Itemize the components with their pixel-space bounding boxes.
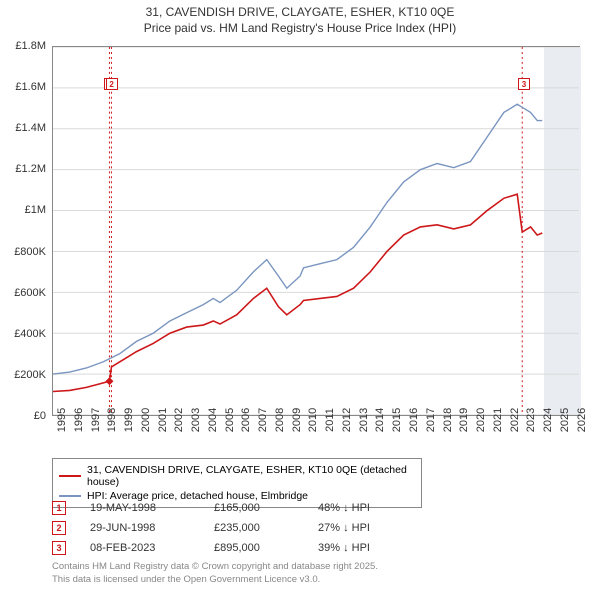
x-tick-label: 2014 — [374, 408, 386, 432]
x-tick-label: 1996 — [73, 408, 85, 432]
transaction-date: 19-MAY-1998 — [90, 502, 190, 514]
transaction-row: 2 29-JUN-1998 £235,000 27% ↓ HPI — [52, 518, 580, 538]
legend-row-1: 31, CAVENDISH DRIVE, CLAYGATE, ESHER, KT… — [59, 463, 415, 489]
x-tick-label: 2026 — [576, 408, 588, 432]
x-tick-label: 1995 — [56, 408, 68, 432]
transaction-table: 1 19-MAY-1998 £165,000 48% ↓ HPI 2 29-JUN-199… — [52, 498, 580, 558]
transaction-date: 08-FEB-2023 — [90, 542, 190, 554]
x-tick-label: 2008 — [274, 408, 286, 432]
x-tick-label: 1998 — [106, 408, 118, 432]
transaction-delta: 39% ↓ HPI — [318, 542, 418, 554]
legend-swatch-2 — [59, 495, 81, 497]
y-tick-label: £800K — [14, 246, 46, 258]
y-tick-label: £1.8M — [15, 40, 46, 52]
x-axis: 1995199619971998199920002001200220032004… — [52, 420, 580, 460]
x-tick-label: 2011 — [324, 408, 336, 432]
x-tick-label: 2004 — [207, 408, 219, 432]
transaction-marker-icon: 3 — [52, 541, 66, 555]
transaction-price: £895,000 — [214, 542, 294, 554]
y-tick-label: £0 — [34, 410, 46, 422]
legend-label-1: 31, CAVENDISH DRIVE, CLAYGATE, ESHER, KT… — [87, 464, 415, 488]
y-tick-label: £1.4M — [15, 122, 46, 134]
x-tick-label: 2023 — [525, 408, 537, 432]
x-tick-label: 2019 — [458, 408, 470, 432]
transaction-marker-icon: 1 — [52, 501, 66, 515]
transaction-delta: 27% ↓ HPI — [318, 522, 418, 534]
title-block: 31, CAVENDISH DRIVE, CLAYGATE, ESHER, KT… — [0, 0, 600, 36]
x-tick-label: 2003 — [190, 408, 202, 432]
x-tick-label: 2013 — [358, 408, 370, 432]
y-tick-label: £600K — [14, 287, 46, 299]
y-tick-label: £400K — [14, 328, 46, 340]
x-tick-label: 2025 — [559, 408, 571, 432]
transaction-price: £165,000 — [214, 502, 294, 514]
transaction-price: £235,000 — [214, 522, 294, 534]
x-tick-label: 2020 — [475, 408, 487, 432]
plot-svg — [53, 47, 579, 415]
x-tick-label: 2000 — [140, 408, 152, 432]
x-tick-label: 2009 — [291, 408, 303, 432]
x-tick-label: 2012 — [341, 408, 353, 432]
y-tick-label: £1.6M — [15, 81, 46, 93]
transaction-marker: 2 — [106, 78, 118, 90]
y-tick-label: £1.2M — [15, 163, 46, 175]
attribution-line-2: This data is licensed under the Open Gov… — [52, 574, 378, 586]
legend-swatch-1 — [59, 475, 81, 477]
x-tick-label: 2022 — [509, 408, 521, 432]
x-tick-label: 2018 — [442, 408, 454, 432]
y-tick-label: £200K — [14, 369, 46, 381]
transaction-marker-icon: 2 — [52, 521, 66, 535]
y-tick-label: £1M — [25, 204, 46, 216]
transaction-date: 29-JUN-1998 — [90, 522, 190, 534]
y-axis: £0£200K£400K£600K£800K£1M£1.2M£1.4M£1.6M… — [0, 46, 50, 416]
transaction-marker: 3 — [518, 78, 530, 90]
x-tick-label: 2002 — [173, 408, 185, 432]
transaction-delta: 48% ↓ HPI — [318, 502, 418, 514]
title-line-2: Price paid vs. HM Land Registry's House … — [0, 20, 600, 36]
transaction-row: 1 19-MAY-1998 £165,000 48% ↓ HPI — [52, 498, 580, 518]
x-tick-label: 2007 — [257, 408, 269, 432]
x-tick-label: 2015 — [391, 408, 403, 432]
x-tick-label: 1999 — [123, 408, 135, 432]
title-line-1: 31, CAVENDISH DRIVE, CLAYGATE, ESHER, KT… — [0, 4, 600, 20]
attribution: Contains HM Land Registry data © Crown c… — [52, 561, 378, 586]
x-tick-label: 2006 — [240, 408, 252, 432]
x-tick-label: 2021 — [492, 408, 504, 432]
x-tick-label: 2024 — [542, 408, 554, 432]
x-tick-label: 2017 — [425, 408, 437, 432]
chart-area: 123 — [52, 46, 580, 416]
x-tick-label: 2016 — [408, 408, 420, 432]
attribution-line-1: Contains HM Land Registry data © Crown c… — [52, 561, 378, 573]
chart-container: 31, CAVENDISH DRIVE, CLAYGATE, ESHER, KT… — [0, 0, 600, 590]
x-tick-label: 2005 — [224, 408, 236, 432]
transaction-row: 3 08-FEB-2023 £895,000 39% ↓ HPI — [52, 538, 580, 558]
x-tick-label: 1997 — [90, 408, 102, 432]
x-tick-label: 2001 — [157, 408, 169, 432]
x-tick-label: 2010 — [307, 408, 319, 432]
